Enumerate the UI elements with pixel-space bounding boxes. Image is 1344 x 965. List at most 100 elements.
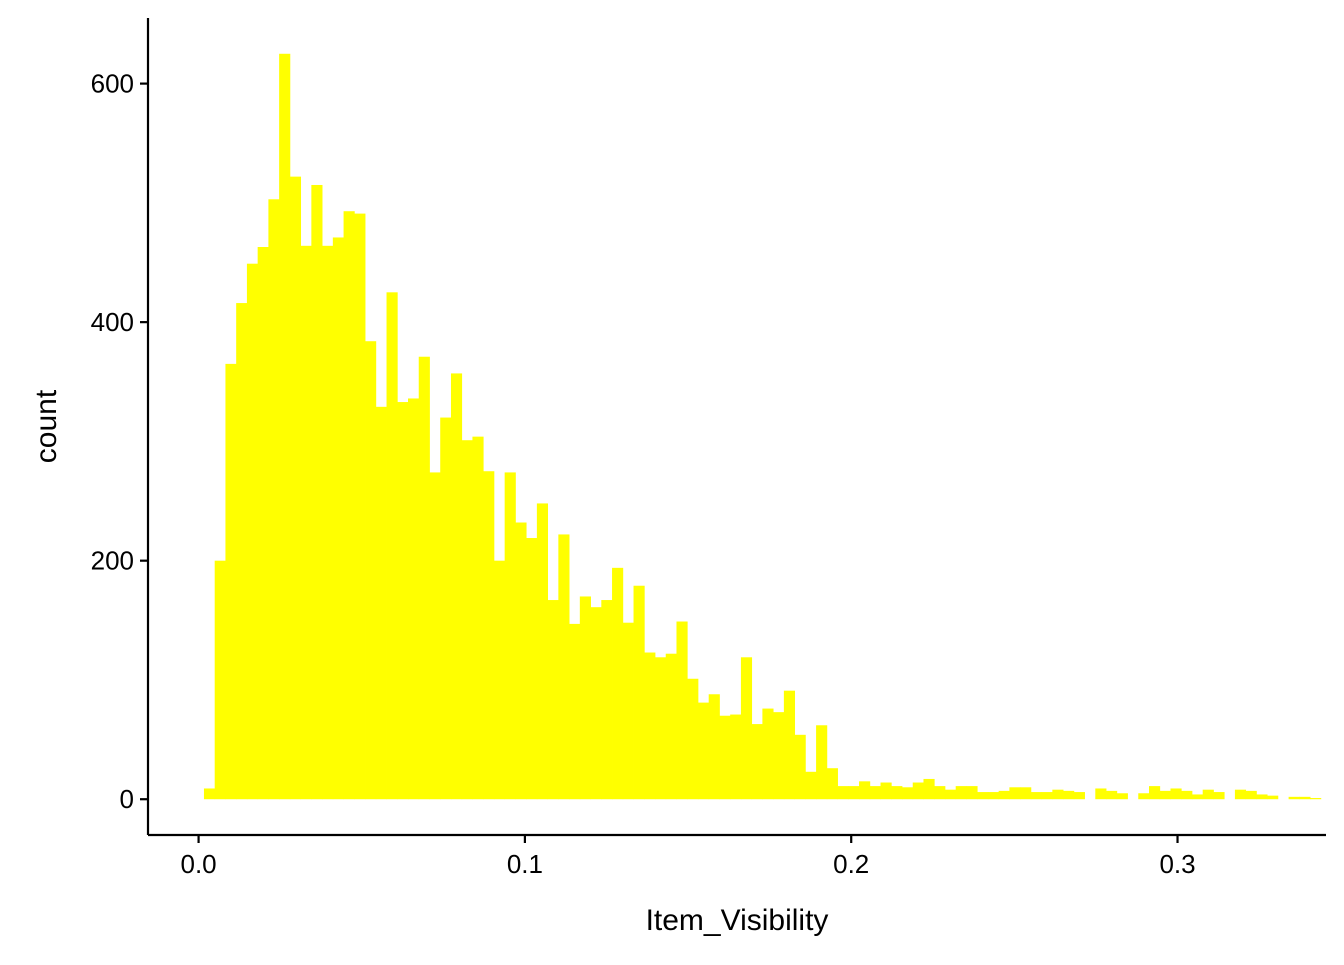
histogram-bar: [504, 472, 516, 800]
histogram-bar: [955, 786, 967, 800]
histogram-bar: [1267, 795, 1279, 800]
histogram-bar: [472, 436, 484, 800]
histogram-bar: [891, 786, 903, 800]
histogram-bar: [332, 237, 344, 800]
histogram-bar: [279, 53, 291, 800]
histogram-bar: [1202, 789, 1214, 800]
histogram-bar: [257, 247, 269, 800]
histogram-bar: [902, 787, 914, 800]
y-tick-label: 0: [120, 784, 134, 814]
histogram-bar: [944, 789, 957, 800]
histogram-bar: [536, 503, 549, 800]
histogram-bar: [1138, 793, 1150, 800]
histogram-bar: [1052, 789, 1064, 800]
histogram-bar: [1234, 789, 1247, 800]
histogram-bar: [912, 782, 924, 800]
histogram-bar: [1106, 790, 1118, 800]
histogram-bar: [236, 303, 248, 800]
histogram-bar: [590, 607, 602, 800]
y-tick-label: 600: [91, 69, 134, 99]
histogram-bar: [365, 341, 377, 800]
y-tick-label: 400: [91, 307, 134, 337]
histogram-bar: [493, 560, 506, 800]
histogram-bar: [1256, 794, 1268, 800]
histogram-bar: [880, 782, 892, 800]
histogram-bar: [225, 363, 237, 800]
histogram-bar: [1020, 787, 1032, 800]
histogram-bar: [1030, 792, 1043, 800]
histogram-bar: [998, 790, 1010, 800]
histogram-bar: [794, 734, 806, 800]
histogram-bar: [816, 725, 828, 800]
histogram-bar: [1116, 793, 1128, 800]
histogram-bar: [923, 778, 935, 800]
histogram-bar: [1095, 788, 1107, 800]
histogram-bar: [805, 771, 817, 800]
histogram-bar: [1063, 790, 1075, 800]
histogram-bar: [289, 176, 302, 800]
histogram-bar: [633, 585, 645, 800]
histogram-bar: [461, 440, 473, 800]
histogram-bar: [375, 406, 387, 800]
x-tick-label: 0.2: [833, 849, 869, 879]
histogram-bar: [440, 417, 452, 800]
histogram-bar: [665, 653, 677, 800]
histogram-bar: [354, 213, 366, 800]
histogram-bar: [697, 702, 710, 800]
histogram-bar: [1191, 794, 1204, 800]
histogram-bar: [655, 657, 667, 800]
histogram-bar: [751, 724, 763, 800]
histogram-bar: [418, 356, 430, 800]
histogram-bar: [429, 472, 441, 800]
histogram-bar: [977, 792, 989, 800]
histogram-bar: [612, 567, 624, 800]
histogram-bar: [386, 292, 398, 800]
histogram-bar: [826, 768, 838, 800]
histogram-bar: [1009, 787, 1021, 800]
histogram-bar: [322, 245, 334, 800]
histogram-bar: [515, 522, 527, 800]
histogram-bar: [687, 678, 699, 800]
histogram-bar: [300, 245, 312, 800]
histogram-bar: [1299, 796, 1311, 800]
x-tick-label: 0.1: [507, 849, 543, 879]
histogram-bar: [837, 786, 849, 800]
histogram-bar: [966, 786, 978, 800]
histogram-bar: [1181, 790, 1193, 800]
histogram-bar: [644, 652, 656, 800]
histogram-bar: [859, 781, 871, 800]
x-axis-title: Item_Visibility: [646, 904, 829, 937]
histogram-bar: [569, 623, 581, 800]
histogram-bar: [579, 596, 591, 800]
bars-group: [203, 53, 1322, 800]
histogram-bar: [397, 402, 409, 800]
histogram-bar: [483, 471, 495, 800]
histogram-bar: [869, 786, 881, 800]
histogram-bar: [1149, 786, 1161, 800]
y-axis-title: count: [30, 389, 63, 463]
histogram-bar: [526, 538, 538, 800]
histogram-bar: [848, 786, 860, 800]
histogram-bar: [719, 715, 731, 800]
histogram-bar: [934, 786, 946, 800]
histogram-bar: [1159, 790, 1171, 800]
histogram-bar: [676, 621, 688, 800]
histogram-bar: [601, 600, 613, 800]
histogram-bar: [730, 714, 742, 800]
histogram-bar: [740, 657, 753, 800]
histogram-bar: [558, 534, 570, 800]
histogram-bar: [1073, 792, 1085, 800]
y-tick-label: 200: [91, 546, 134, 576]
histogram-bar: [1170, 788, 1182, 800]
histogram-bar: [1041, 792, 1053, 800]
x-tick-label: 0.0: [181, 849, 217, 879]
histogram-bar: [783, 690, 796, 800]
histogram-bar: [1288, 796, 1300, 800]
histogram-bar: [622, 622, 634, 800]
histogram-bar: [547, 600, 559, 800]
histogram-bar: [450, 373, 463, 800]
histogram-bar: [214, 560, 226, 800]
histogram-bar: [408, 398, 420, 800]
